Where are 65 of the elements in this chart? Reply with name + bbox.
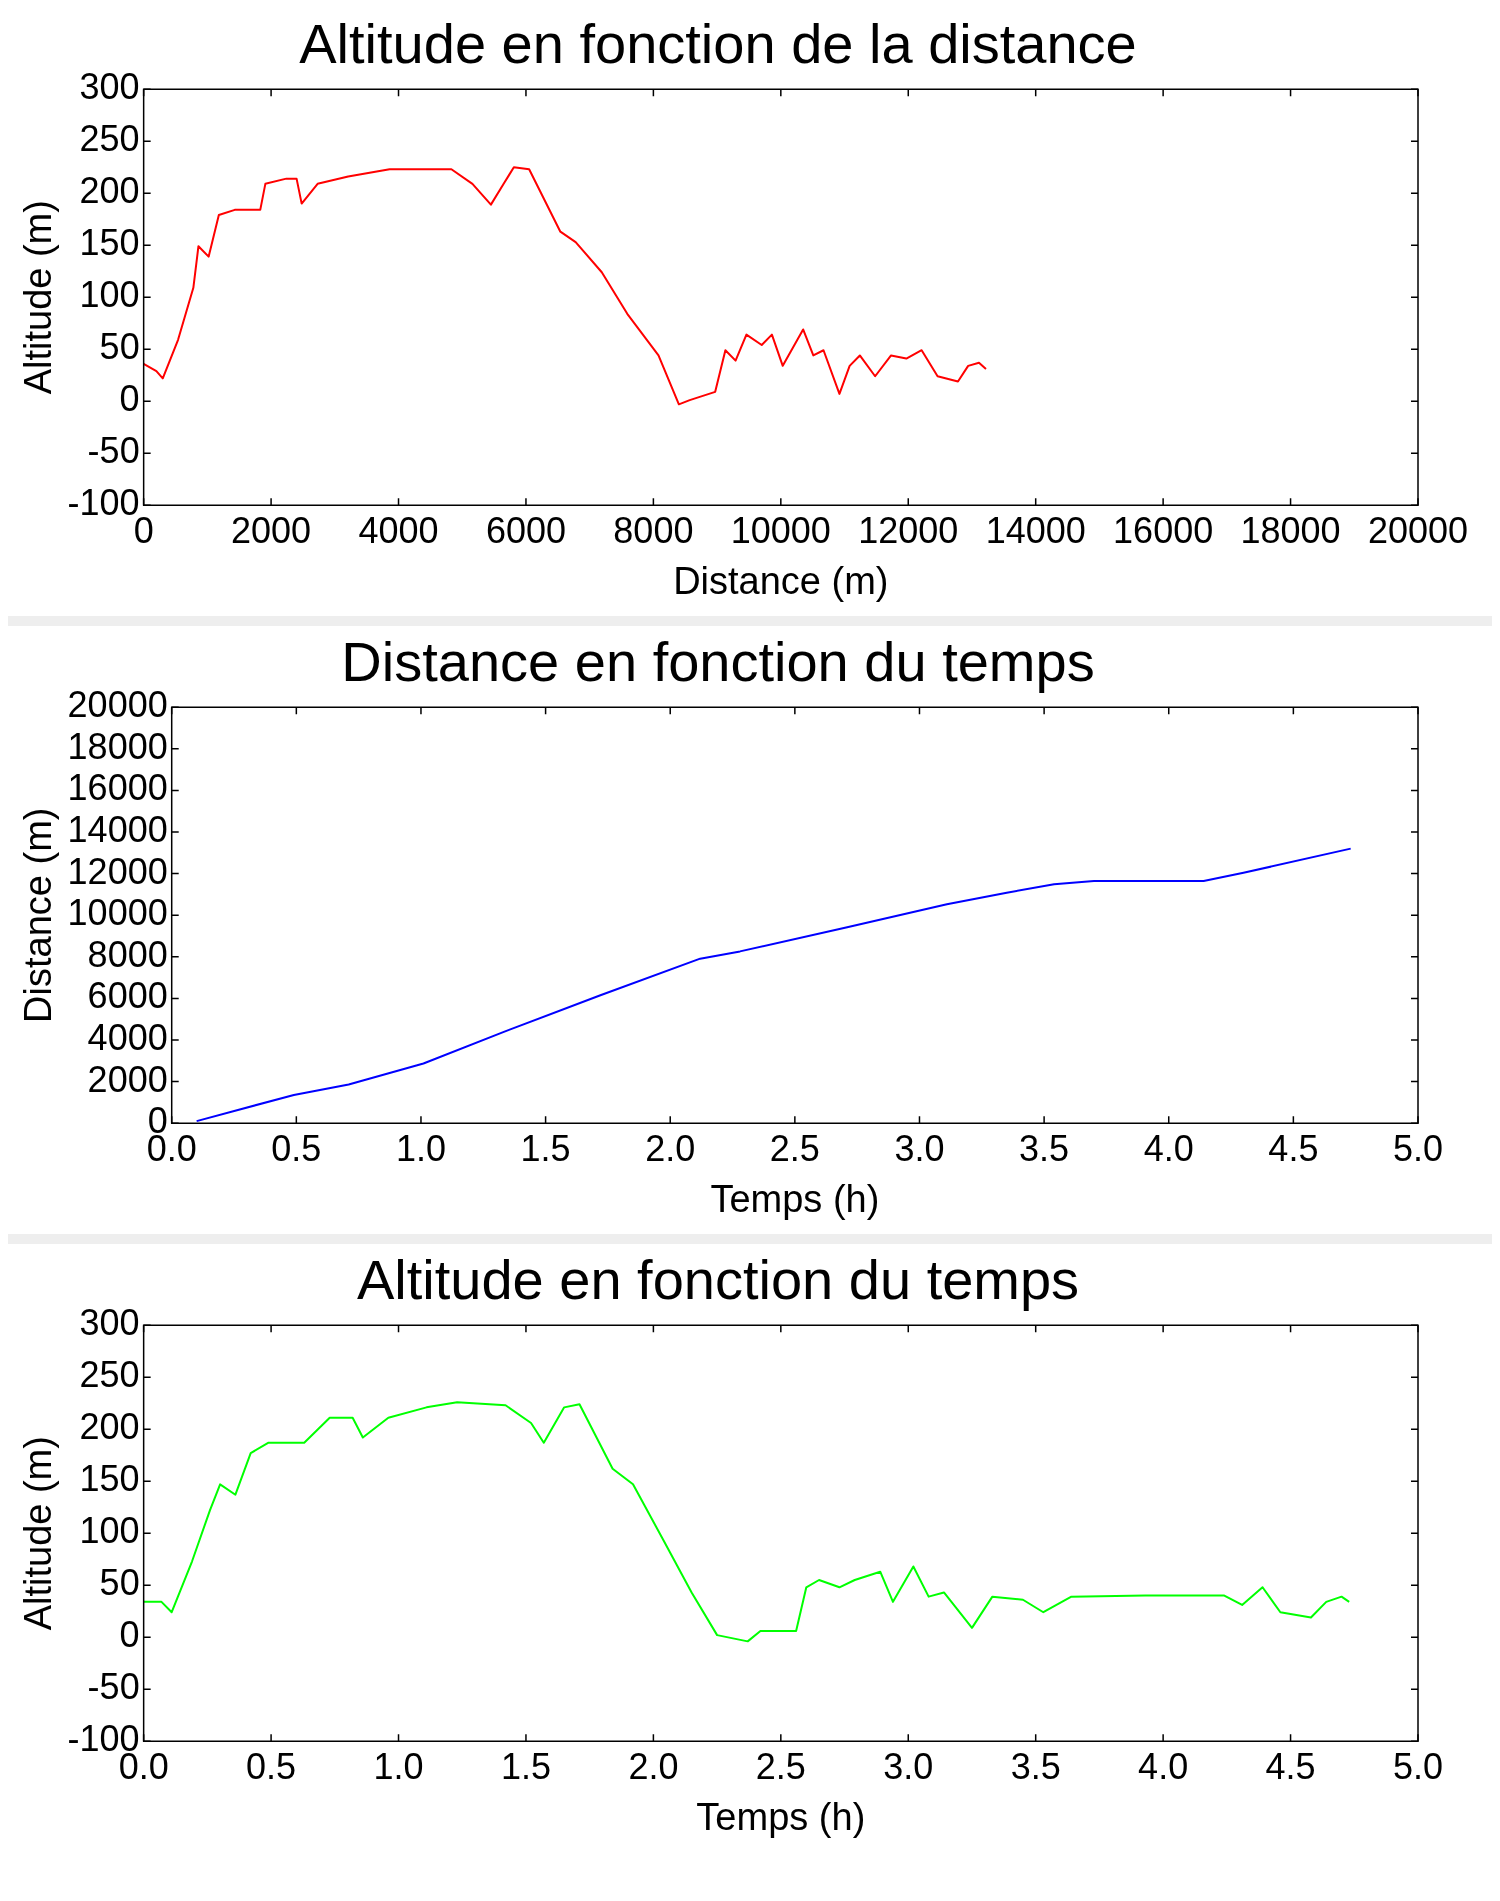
- y-tick-label: -50: [87, 430, 140, 472]
- y-tick-label: 100: [79, 274, 140, 316]
- y-tick-label: 0: [119, 1614, 140, 1656]
- y-axis-title: Distance (m): [17, 807, 60, 1023]
- x-tick-label: 2.0: [628, 1745, 679, 1787]
- x-tick-label: 4.5: [1265, 1745, 1316, 1787]
- y-axis-title: Altitude (m): [17, 1436, 60, 1631]
- x-tick-label: 3.5: [1010, 1745, 1061, 1787]
- x-tick-label: 14000: [985, 509, 1086, 551]
- y-tick-label: 4000: [87, 1016, 168, 1058]
- x-tick-label: 12000: [858, 509, 959, 551]
- x-tick-label: 10000: [730, 509, 831, 551]
- x-tick-label: 4.0: [1143, 1127, 1194, 1169]
- y-tick-label: 10000: [67, 892, 168, 934]
- y-tick-label: 250: [79, 1354, 140, 1396]
- y-tick-label: 50: [99, 1562, 140, 1604]
- x-axis-title: Temps (h): [696, 1795, 866, 1838]
- y-tick-label: 20000: [67, 684, 168, 726]
- y-tick-label: 16000: [67, 767, 168, 809]
- x-tick-label: 2000: [231, 509, 312, 551]
- y-tick-label: 6000: [87, 975, 168, 1017]
- y-axis-title: Altitude (m): [17, 200, 60, 395]
- y-tick-label: 200: [79, 170, 140, 212]
- y-tick-label: 18000: [67, 725, 168, 767]
- y-tick-label: 150: [79, 1458, 140, 1500]
- x-axis-title: Temps (h): [710, 1177, 880, 1220]
- y-tick-label: 12000: [67, 850, 168, 892]
- x-tick-label: 3.5: [1019, 1127, 1070, 1169]
- y-tick-label: 200: [79, 1406, 140, 1448]
- x-tick-label: 1.5: [500, 1745, 551, 1787]
- x-tick-label: 1.5: [520, 1127, 571, 1169]
- x-tick-label: 5.0: [1392, 1745, 1444, 1787]
- x-tick-label: 4.0: [1138, 1745, 1189, 1787]
- y-tick-label: 2000: [87, 1058, 168, 1100]
- y-tick-label: 50: [99, 326, 140, 368]
- x-tick-label: 8000: [613, 509, 694, 551]
- chart-title: Distance en fonction du temps: [341, 630, 1095, 694]
- x-tick-label: 3.0: [894, 1127, 945, 1169]
- x-tick-label: 20000: [1367, 509, 1469, 551]
- x-tick-label: 1.0: [373, 1745, 424, 1787]
- x-tick-label: 2.5: [755, 1745, 806, 1787]
- y-tick-label: 150: [79, 222, 140, 264]
- y-tick-label: 250: [79, 118, 140, 160]
- y-tick-label: -50: [87, 1666, 140, 1708]
- y-tick-label: 300: [79, 66, 140, 108]
- x-tick-label: 16000: [1113, 509, 1214, 551]
- x-tick-label: 1.0: [395, 1127, 446, 1169]
- x-tick-label: 3.0: [883, 1745, 934, 1787]
- y-tick-label: 14000: [67, 808, 168, 850]
- chart-title: Altitude en fonction du temps: [356, 1248, 1080, 1312]
- x-tick-label: 0.5: [271, 1127, 322, 1169]
- x-tick-label: 2.0: [645, 1127, 696, 1169]
- x-axis-title: Distance (m): [673, 559, 889, 602]
- x-tick-label: 0.5: [246, 1745, 297, 1787]
- x-tick-label: 18000: [1240, 509, 1341, 551]
- x-tick-label: 5.0: [1392, 1127, 1444, 1169]
- y-tick-label: 8000: [87, 933, 168, 975]
- x-tick-label: 4.5: [1268, 1127, 1319, 1169]
- y-tick-label: 0: [119, 378, 140, 420]
- y-tick-label: 300: [79, 1302, 140, 1344]
- x-tick-label: 4000: [358, 509, 439, 551]
- chart-title: Altitude en fonction de la distance: [299, 12, 1137, 76]
- x-tick-label: 2.5: [769, 1127, 820, 1169]
- x-tick-label: 6000: [485, 509, 566, 551]
- y-tick-label: 100: [79, 1510, 140, 1552]
